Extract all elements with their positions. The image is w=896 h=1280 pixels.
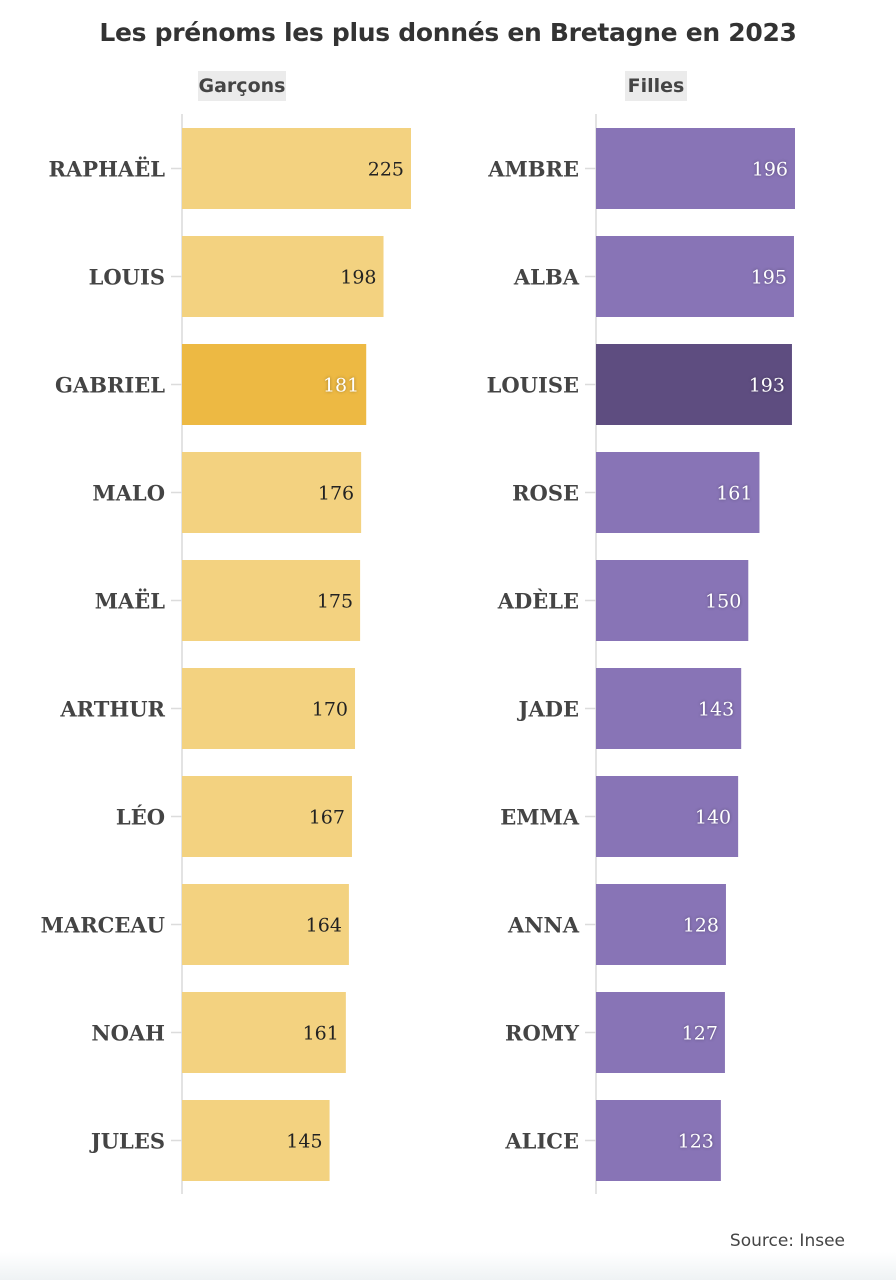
value-label: 181	[323, 375, 359, 397]
bar-garcons-1	[182, 128, 411, 209]
value-label: 176	[318, 483, 354, 505]
value-label: 145	[286, 1131, 322, 1153]
category-label: NOAH	[91, 1021, 165, 1046]
value-label: 161	[716, 483, 752, 505]
category-label: ALICE	[504, 1129, 579, 1154]
category-label: JULES	[89, 1129, 165, 1154]
panel-header-garcons: Garçons	[199, 75, 286, 97]
panel-header-bg-filles	[625, 71, 687, 101]
category-label: MAËL	[95, 589, 166, 614]
panel-header-bg-garcons	[198, 71, 286, 101]
bar-filles-1	[596, 128, 795, 209]
bar-filles-8	[596, 884, 726, 965]
bar-garcons-6	[182, 668, 356, 749]
bar-filles-4	[596, 452, 760, 533]
value-label: 127	[682, 1023, 718, 1045]
category-label: JADE	[517, 697, 579, 722]
category-label: ROMY	[505, 1021, 580, 1046]
category-label: MARCEAU	[41, 913, 165, 938]
category-label: ANNA	[507, 913, 580, 938]
bar-garcons-9	[182, 992, 346, 1073]
value-label: 167	[309, 807, 345, 829]
category-label: LOUIS	[89, 265, 165, 290]
value-label: 128	[683, 915, 719, 937]
category-label: LOUISE	[487, 373, 579, 398]
value-label: 170	[312, 699, 348, 721]
bar-garcons-10	[182, 1100, 330, 1181]
value-label: 140	[695, 807, 731, 829]
value-label: 198	[340, 267, 376, 289]
category-label: GABRIEL	[55, 373, 165, 398]
category-label: LÉO	[116, 805, 165, 830]
value-label: 225	[368, 159, 404, 181]
category-label: MALO	[92, 481, 165, 506]
bar-filles-6	[596, 668, 742, 749]
category-label: ADÈLE	[497, 589, 579, 614]
value-label: 196	[752, 159, 788, 181]
category-label: EMMA	[500, 805, 579, 830]
value-label: 150	[705, 591, 741, 613]
category-label: ALBA	[513, 265, 580, 290]
bar-garcons-3	[182, 344, 367, 425]
bottom-fade	[0, 1252, 896, 1280]
category-label: ROSE	[512, 481, 579, 506]
value-label: 123	[678, 1131, 714, 1153]
bar-garcons-5	[182, 560, 361, 641]
category-label: AMBRE	[487, 157, 579, 182]
bar-filles-9	[596, 992, 725, 1073]
bar-garcons-8	[182, 884, 349, 965]
value-label: 193	[749, 375, 785, 397]
bar-filles-2	[596, 236, 794, 317]
value-label: 161	[303, 1023, 339, 1045]
source-note: Source: Insee	[729, 1231, 845, 1251]
bar-garcons-7	[182, 776, 352, 857]
value-label: 175	[317, 591, 353, 613]
bar-filles-5	[596, 560, 749, 641]
category-label: ARTHUR	[59, 697, 165, 722]
value-label: 195	[751, 267, 787, 289]
panel-header-filles: Filles	[628, 75, 685, 97]
chart-title: Les prénoms les plus donnés en Bretagne …	[99, 18, 797, 47]
value-label: 143	[698, 699, 734, 721]
category-label: RAPHAËL	[49, 157, 166, 182]
bar-garcons-4	[182, 452, 362, 533]
value-label: 164	[306, 915, 342, 937]
bar-filles-10	[596, 1100, 721, 1181]
bar-filles-7	[596, 776, 739, 857]
bar-garcons-2	[182, 236, 384, 317]
bar-filles-3	[596, 344, 792, 425]
